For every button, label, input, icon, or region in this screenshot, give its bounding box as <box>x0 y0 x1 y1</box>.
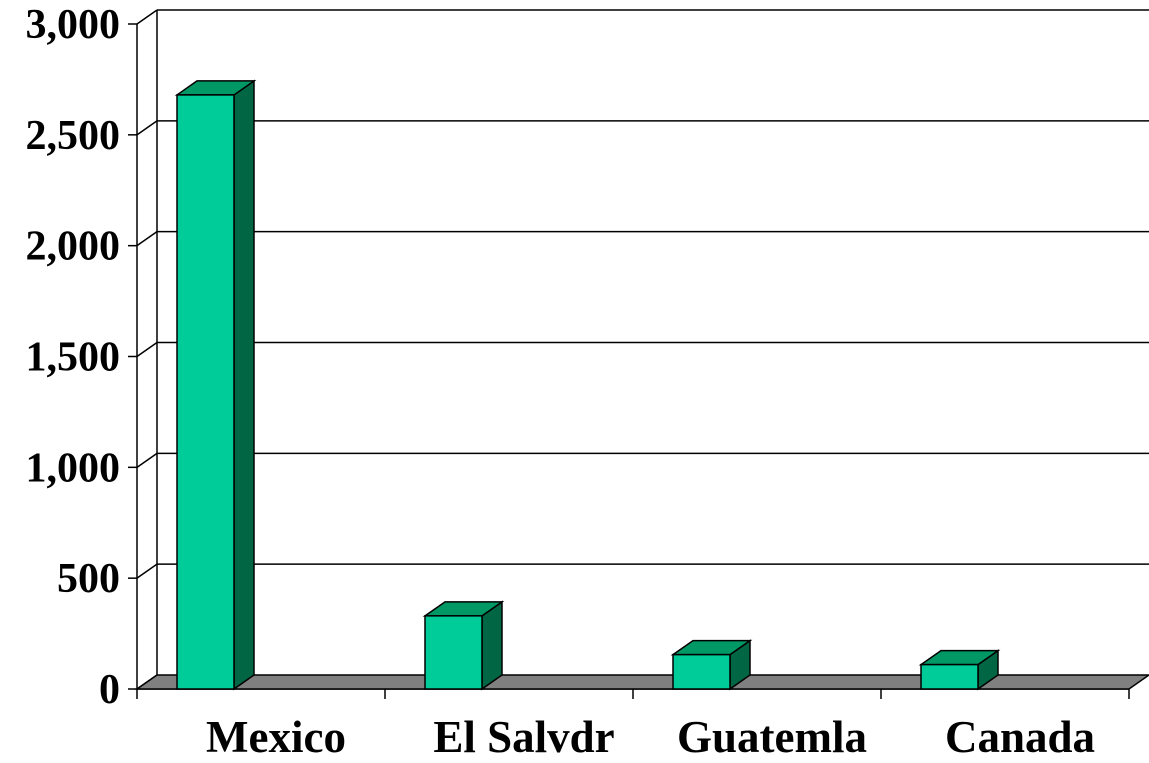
bar-front-face <box>176 94 235 690</box>
y-depth-line <box>136 120 158 136</box>
bar-el-salvdr <box>422 600 505 691</box>
y-depth-line <box>136 563 158 579</box>
y-tick-label: 0 <box>99 667 120 713</box>
bars <box>174 79 1001 691</box>
y-tick-labels: 0 500 1,000 1,500 2,000 2,500 3,000 <box>26 2 121 713</box>
bar-canada <box>918 649 1001 691</box>
y-depth-line <box>136 9 158 25</box>
y-tick-label: 3,000 <box>26 2 121 48</box>
y-depth-line <box>136 452 158 468</box>
y-depth-line <box>136 231 158 247</box>
x-category-label: Guatemla <box>677 712 867 762</box>
bar-front-face <box>920 663 979 690</box>
y-tick-label: 1,500 <box>26 335 121 381</box>
y-tick-label: 2,500 <box>26 113 121 159</box>
bar-mexico <box>174 79 257 691</box>
bar-side-face <box>233 79 255 691</box>
y-tick-label: 1,000 <box>26 445 121 491</box>
bar-front-face <box>672 653 731 690</box>
x-category-labels: Mexico El Salvdr Guatemla Canada <box>206 712 1095 762</box>
axes <box>128 9 1130 699</box>
y-depth-line <box>136 341 158 358</box>
bar-guatemla <box>670 639 753 691</box>
x-category-label: El Salvdr <box>433 712 614 762</box>
y-tick-label: 2,000 <box>26 224 121 270</box>
y-tick-label: 500 <box>57 556 120 602</box>
gridlines <box>157 9 1149 565</box>
chart-floor <box>134 674 1149 690</box>
floor-plane <box>134 674 1149 690</box>
bar-side-face <box>481 600 503 691</box>
x-category-label: Mexico <box>206 712 346 762</box>
x-category-label: Canada <box>945 712 1095 762</box>
bar-front-face <box>424 615 483 690</box>
